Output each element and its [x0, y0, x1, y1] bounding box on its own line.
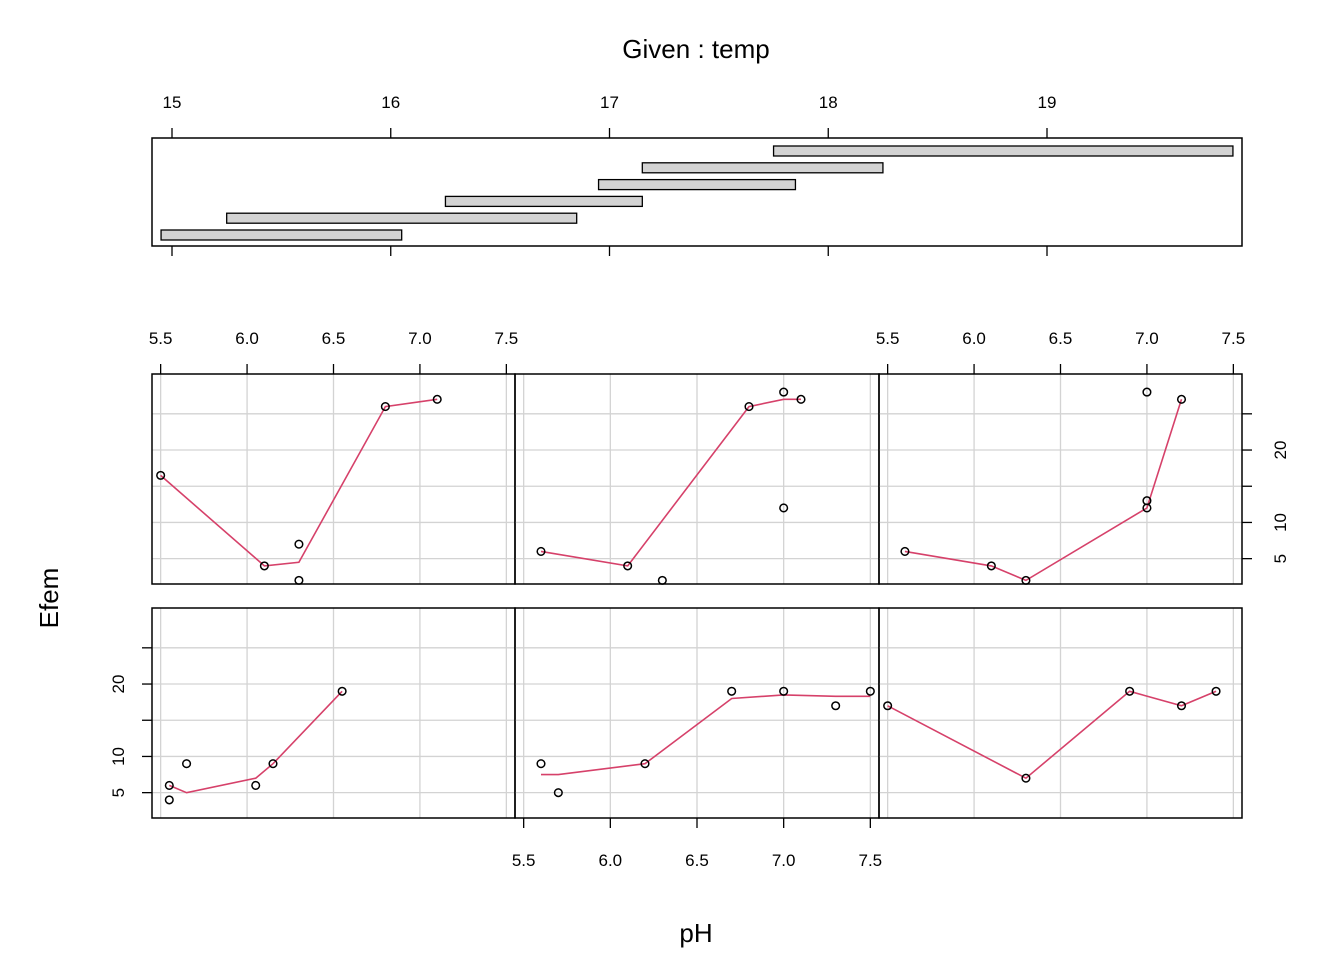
data-point — [536, 546, 546, 556]
y-tick-label: 5 — [1271, 554, 1290, 563]
x-tick-label: 6.0 — [235, 329, 259, 348]
given-interval-bar — [444, 195, 643, 208]
data-point — [1176, 701, 1187, 711]
data-point — [164, 795, 174, 805]
data-point — [640, 759, 650, 769]
data-point — [779, 686, 789, 696]
data-point — [1142, 387, 1152, 397]
x-tick-label: 5.5 — [149, 329, 173, 348]
data-point — [432, 394, 442, 404]
x-tick-label: 6.5 — [1049, 329, 1073, 348]
x-tick-label: 7.0 — [1135, 329, 1159, 348]
y-tick-label: 5 — [109, 788, 128, 797]
data-point — [727, 686, 737, 696]
data-point — [182, 759, 192, 769]
x-axis-label: pH — [679, 918, 712, 948]
panel-4: 5.5 6.0 6.5 7.0 7.5 — [149, 329, 519, 585]
data-point — [259, 561, 269, 571]
y-tick-label: 20 — [109, 675, 128, 694]
given-tick-label: 15 — [163, 93, 182, 112]
data-point — [1176, 394, 1187, 404]
given-tick-label: 19 — [1038, 93, 1057, 112]
smooth-line — [887, 690, 1217, 780]
data-point — [294, 539, 304, 549]
smooth-line — [160, 398, 438, 567]
panel-6: 5.5 6.0 6.5 7.0 7.5 5 10 20 — [876, 329, 1290, 585]
x-tick-label: 6.0 — [962, 329, 986, 348]
given-interval-bar — [597, 178, 797, 191]
data-point — [883, 701, 893, 711]
data-point — [623, 561, 633, 571]
x-tick-label: 7.5 — [859, 851, 883, 870]
data-point — [337, 686, 347, 696]
panel-3 — [878, 607, 1243, 819]
given-interval-bar — [160, 229, 403, 241]
smooth-line — [540, 398, 801, 567]
x-tick-label: 6.0 — [599, 851, 623, 870]
data-point — [900, 546, 910, 556]
data-point — [1021, 575, 1031, 585]
data-point — [796, 394, 806, 404]
data-point — [657, 575, 667, 585]
x-tick-label: 5.5 — [512, 851, 536, 870]
given-interval-bar — [226, 212, 578, 224]
given-tick-label: 17 — [600, 93, 619, 112]
smooth-line — [904, 399, 1183, 582]
data-point — [251, 780, 261, 790]
panel-1: 5 10 20 — [109, 607, 516, 819]
given-tick-label: 18 — [819, 93, 838, 112]
data-point — [865, 686, 875, 696]
panel-2: 5.5 6.0 6.5 7.0 7.5 — [512, 607, 883, 870]
data-point — [380, 402, 390, 412]
data-point — [1125, 686, 1135, 696]
panel-grid: 5 10 20 5.5 6.0 6.5 7.0 7.5 5.5 6.0 6.5 7.0 7.5 5.5 6.… — [109, 329, 1290, 870]
x-tick-label: 7.0 — [772, 851, 796, 870]
given-panel-frame — [151, 137, 1243, 247]
panel-5 — [514, 373, 880, 585]
panel-frame — [878, 607, 1243, 819]
data-point — [831, 701, 841, 711]
given-panel: 15 16 17 18 19 — [151, 93, 1243, 256]
y-axis-label: Efem — [34, 568, 64, 629]
y-tick-label: 20 — [1271, 441, 1290, 460]
y-tick-label: 10 — [109, 747, 128, 766]
data-point — [268, 759, 278, 769]
data-point — [294, 575, 304, 585]
given-tick-label: 16 — [381, 93, 400, 112]
data-point — [164, 780, 174, 790]
given-interval-bar — [772, 145, 1234, 157]
y-tick-label: 10 — [1271, 513, 1290, 532]
given-label: Given : temp — [622, 34, 769, 64]
data-point — [553, 788, 563, 798]
x-tick-label: 7.0 — [408, 329, 432, 348]
smooth-line — [168, 690, 343, 794]
x-tick-label: 7.5 — [495, 329, 519, 348]
given-interval-bar — [641, 162, 884, 174]
data-point — [779, 387, 789, 397]
data-point — [1211, 686, 1221, 696]
smooth-line — [541, 694, 871, 776]
x-tick-label: 6.5 — [685, 851, 709, 870]
data-point — [536, 759, 546, 769]
x-tick-label: 6.5 — [322, 329, 346, 348]
x-tick-label: 7.5 — [1222, 329, 1246, 348]
data-point — [986, 561, 996, 571]
data-point — [156, 470, 166, 480]
data-point — [1021, 773, 1031, 783]
data-point — [779, 503, 789, 513]
x-tick-label: 5.5 — [876, 329, 900, 348]
data-point — [744, 402, 754, 412]
data-point — [1142, 503, 1152, 513]
